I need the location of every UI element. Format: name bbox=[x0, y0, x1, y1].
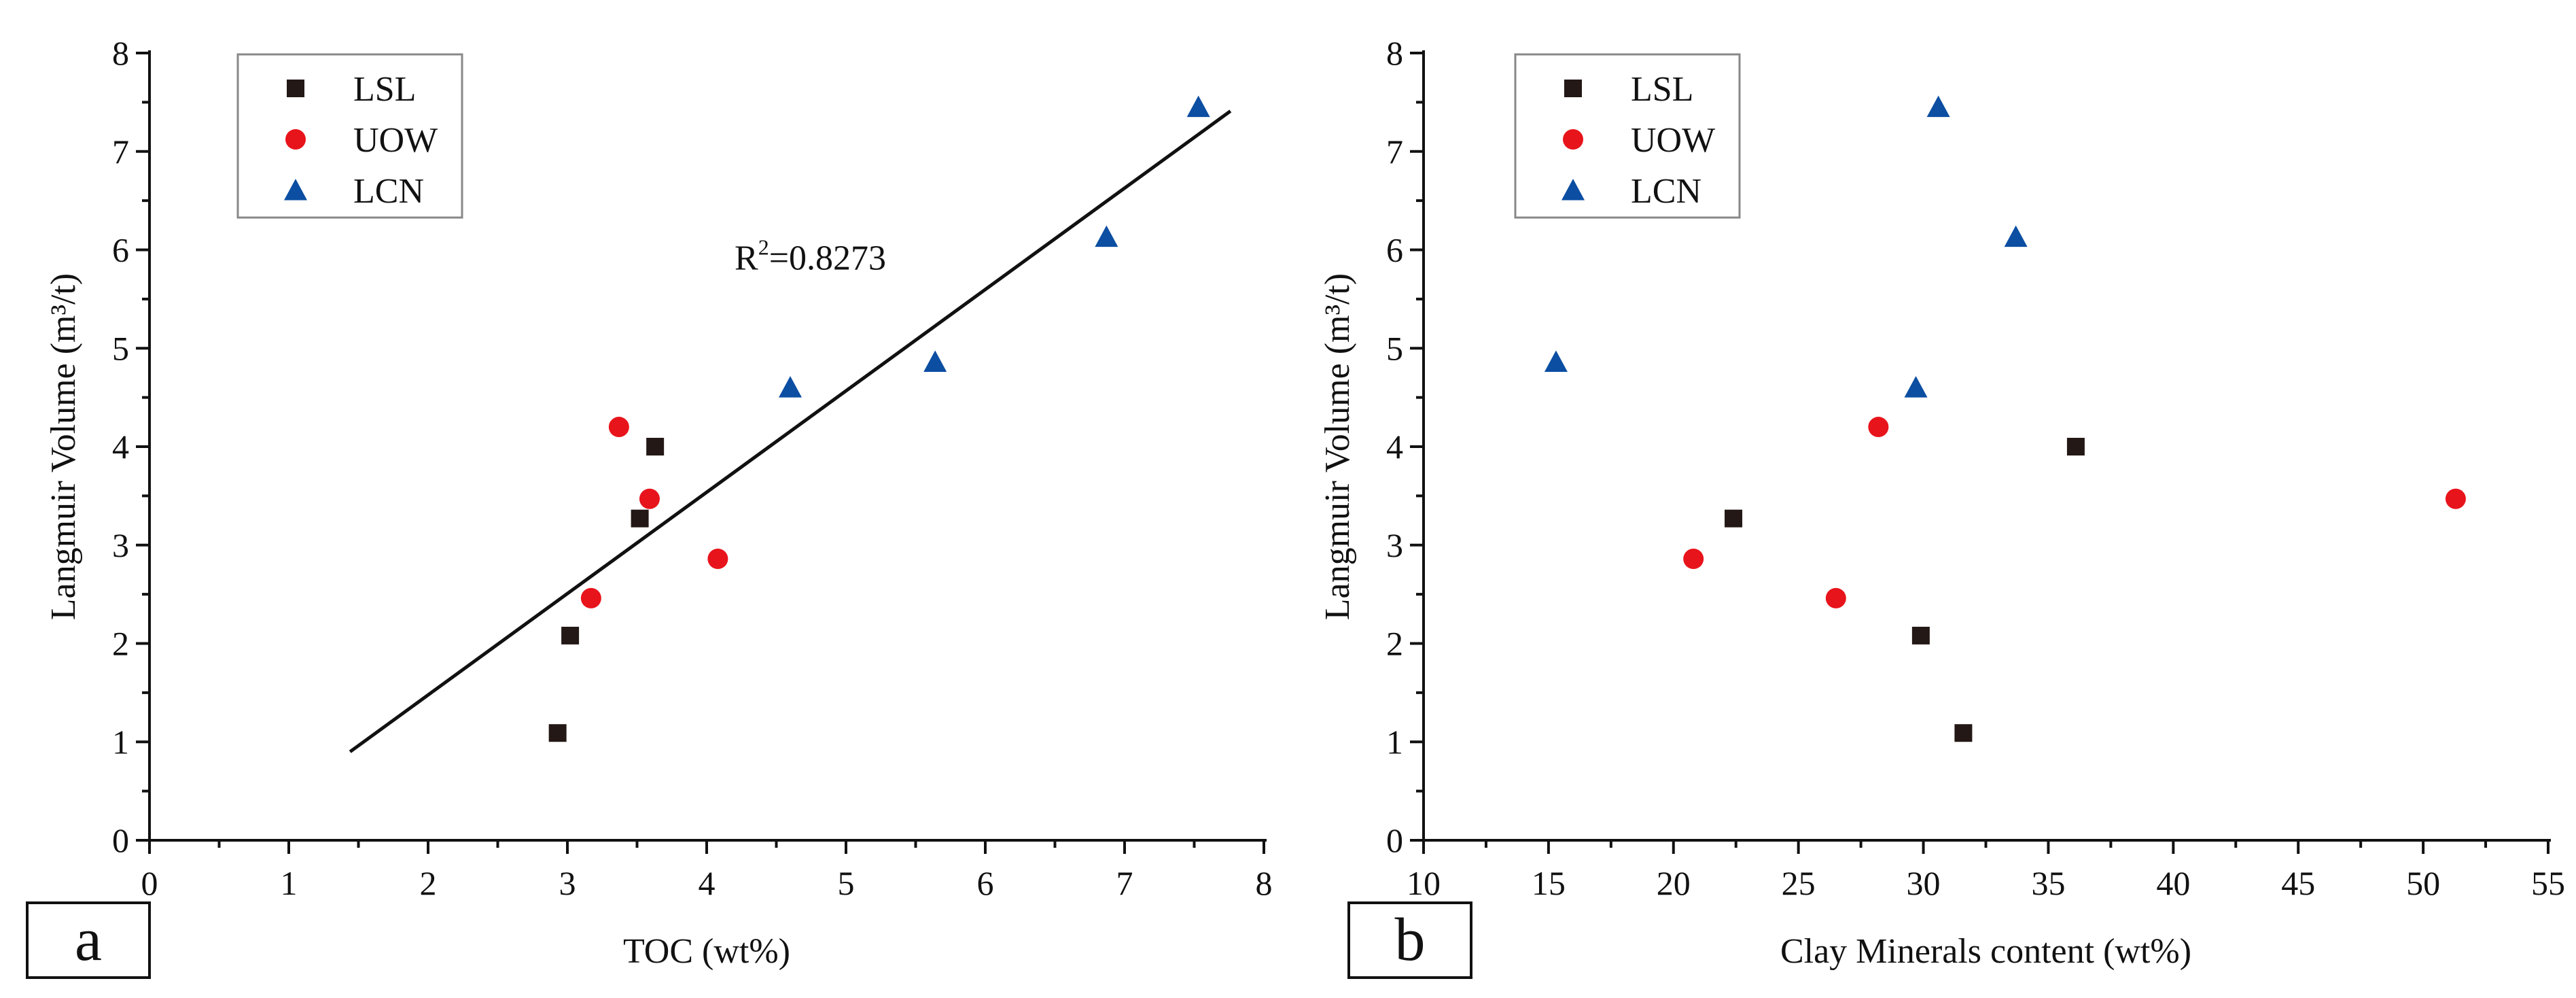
legend-label-lcn: LCN bbox=[1631, 172, 1701, 211]
x-tick-label: 35 bbox=[2031, 864, 2065, 902]
panel-label-box bbox=[26, 901, 151, 979]
x-tick-label: 3 bbox=[559, 864, 576, 902]
y-tick-label: 7 bbox=[1386, 133, 1403, 171]
data-point-lsl bbox=[561, 626, 580, 644]
x-tick-label: 15 bbox=[1532, 864, 1566, 902]
y-tick-label: 7 bbox=[112, 133, 129, 171]
y-tick-label: 5 bbox=[1386, 329, 1403, 367]
legend-box bbox=[236, 53, 463, 219]
x-tick-label: 4 bbox=[699, 864, 716, 902]
panel-a: 0 1 2 3 4 5 6 7 8 0 1 2 3 4 5 6 7 8 TOC (wt%) Langmuir Volu… bbox=[26, 34, 1273, 979]
r-squared-superscript: 2 bbox=[758, 235, 769, 259]
legend-marker-lcn bbox=[1562, 179, 1585, 201]
regression-line bbox=[349, 109, 1232, 753]
panel-label: a bbox=[75, 906, 102, 974]
data-point-uow bbox=[1868, 417, 1889, 438]
legend-marker-uow bbox=[1563, 129, 1583, 150]
x-axis-title: TOC (wt%) bbox=[623, 932, 790, 971]
x-tick-label: 50 bbox=[2406, 864, 2440, 902]
data-point-lsl bbox=[548, 724, 567, 742]
x-tick-label: 7 bbox=[1116, 864, 1133, 902]
x-tick-label: 20 bbox=[1657, 864, 1691, 902]
legend-marker-lcn bbox=[284, 179, 307, 201]
r-squared-prefix: R bbox=[735, 239, 758, 277]
panel-label-box bbox=[1347, 901, 1472, 979]
r-squared-annotation: R2=0.8273 bbox=[735, 235, 886, 277]
legend-label-lsl: LSL bbox=[1631, 70, 1693, 109]
data-point-lcn bbox=[2004, 225, 2028, 247]
y-tick-label: 0 bbox=[1386, 821, 1403, 859]
y-tick-label: 8 bbox=[112, 34, 129, 72]
y-tick-label: 4 bbox=[112, 428, 129, 466]
data-point-uow bbox=[580, 587, 601, 608]
legend-marker-uow bbox=[285, 129, 306, 150]
y-tick-label: 8 bbox=[1386, 34, 1403, 72]
legend-label-uow: UOW bbox=[353, 121, 438, 160]
data-point-lsl bbox=[1725, 509, 1743, 528]
data-point-lsl bbox=[631, 509, 649, 528]
panel-label: b bbox=[1395, 906, 1426, 974]
data-point-lcn bbox=[1186, 95, 1210, 118]
data-point-lcn bbox=[1904, 376, 1928, 398]
data-point-uow bbox=[1683, 549, 1704, 570]
x-tick-label: 5 bbox=[838, 864, 855, 902]
data-point-uow bbox=[639, 488, 660, 509]
y-tick-label: 6 bbox=[1386, 231, 1403, 269]
data-point-uow bbox=[2445, 488, 2466, 509]
x-axis-title: Clay Minerals content (wt%) bbox=[1780, 932, 2191, 971]
x-tick-label: 2 bbox=[420, 864, 437, 902]
y-tick-label: 0 bbox=[112, 821, 129, 859]
y-tick-label: 5 bbox=[112, 329, 129, 367]
legend-label-lcn: LCN bbox=[353, 172, 424, 211]
data-point-uow bbox=[1825, 587, 1846, 608]
x-tick-label: 0 bbox=[141, 864, 158, 902]
data-point-lsl bbox=[1954, 724, 1973, 742]
r-squared-value: =0.8273 bbox=[769, 239, 886, 277]
data-point-lsl bbox=[1911, 626, 1930, 644]
data-point-uow bbox=[608, 417, 629, 438]
y-axis-title: Langmuir Volume (m³/t) bbox=[44, 273, 83, 621]
x-tick-label: 25 bbox=[1782, 864, 1816, 902]
legend-box bbox=[1514, 53, 1741, 219]
data-point-lcn bbox=[923, 350, 947, 372]
y-tick-label: 2 bbox=[1386, 625, 1403, 663]
data-point-lsl bbox=[646, 438, 665, 455]
y-tick-label: 4 bbox=[1386, 428, 1403, 466]
y-axis-title: Langmuir Volume (m³/t) bbox=[1318, 273, 1357, 621]
legend-marker-lsl bbox=[287, 80, 304, 97]
x-tick-label: 30 bbox=[1907, 864, 1941, 902]
legend-label-uow: UOW bbox=[1631, 121, 1715, 160]
data-point-uow bbox=[707, 549, 728, 570]
y-tick-label: 3 bbox=[1386, 526, 1403, 564]
y-tick-label: 1 bbox=[112, 723, 129, 761]
data-point-lcn bbox=[1544, 350, 1568, 372]
y-tick-label: 3 bbox=[112, 526, 129, 564]
data-point-lsl bbox=[2066, 438, 2085, 455]
y-tick-label: 1 bbox=[1386, 723, 1403, 761]
legend-marker-lsl bbox=[1564, 80, 1582, 97]
x-tick-label: 40 bbox=[2156, 864, 2190, 902]
x-tick-label: 8 bbox=[1256, 864, 1273, 902]
x-tick-label: 55 bbox=[2531, 864, 2565, 902]
x-tick-label: 6 bbox=[977, 864, 994, 902]
y-tick-label: 2 bbox=[112, 625, 129, 663]
data-point-lcn bbox=[1095, 225, 1118, 247]
legend-label-lsl: LSL bbox=[353, 70, 416, 109]
x-tick-label: 10 bbox=[1407, 864, 1441, 902]
y-tick-label: 6 bbox=[112, 231, 129, 269]
x-tick-label: 1 bbox=[281, 864, 298, 902]
data-point-lcn bbox=[1926, 95, 1950, 118]
data-point-lcn bbox=[779, 376, 802, 398]
x-tick-label: 45 bbox=[2281, 864, 2315, 902]
